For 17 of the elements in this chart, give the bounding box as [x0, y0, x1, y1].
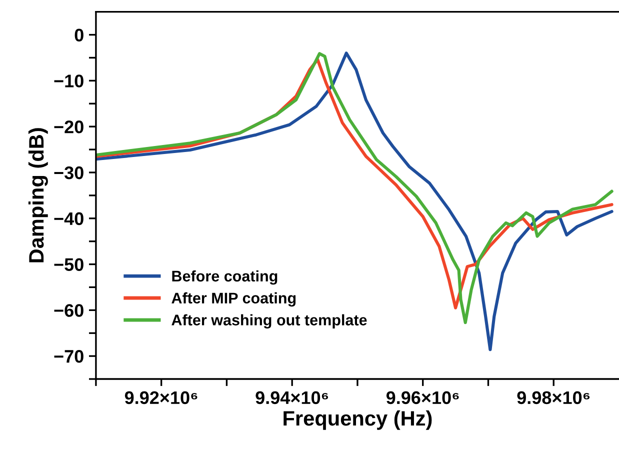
y-tick-label: 0 [74, 28, 84, 42]
y-tick-label: −60 [54, 304, 84, 317]
y-tick-label: −40 [54, 212, 84, 226]
x-tick-label: 9.98×10⁶ [517, 391, 590, 404]
x-tick-label: 9.94×10⁶ [256, 391, 328, 404]
legend-label: Before coating [172, 270, 278, 285]
y-tick-label: −70 [54, 350, 84, 363]
y-tick-label: −30 [54, 166, 84, 180]
x-tick-label: 9.92×10⁶ [124, 391, 198, 404]
legend-label: After MIP coating [172, 292, 296, 307]
y-axis-title: Damping (dB) [28, 128, 48, 262]
y-tick-label: −20 [54, 120, 84, 134]
y-tick-label: −10 [54, 74, 84, 88]
y-tick-label: −50 [54, 258, 84, 271]
legend-label: After washing out template [172, 314, 367, 329]
x-tick-label: 9.96×10⁶ [386, 391, 459, 404]
x-axis-title: Frequency (Hz) [284, 410, 432, 430]
